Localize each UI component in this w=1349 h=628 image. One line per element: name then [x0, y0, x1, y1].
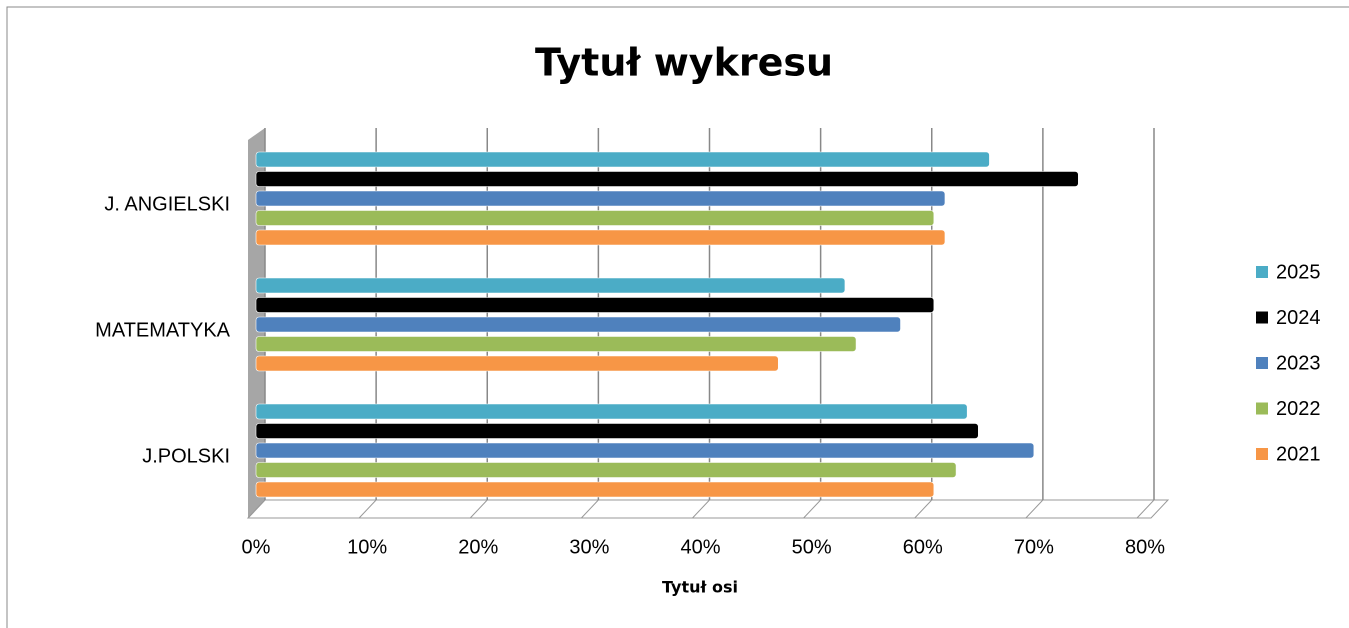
bar	[255, 462, 957, 478]
x-tick-label: 40%	[680, 536, 720, 558]
x-tick-label: 70%	[1014, 536, 1054, 558]
bar	[255, 403, 968, 420]
bar	[255, 151, 990, 168]
tick-mark	[1025, 499, 1044, 519]
y-tick-label: J. ANGIELSKI	[104, 193, 230, 215]
bar	[255, 190, 946, 207]
y-tick-label: MATEMATYKA	[95, 319, 230, 341]
x-tick-label: 80%	[1125, 536, 1165, 558]
legend-swatch	[1256, 402, 1268, 415]
legend-label: 2024	[1276, 307, 1321, 329]
tick-mark	[803, 499, 821, 519]
bar	[255, 229, 946, 246]
bar	[255, 171, 1079, 187]
bar	[255, 355, 779, 372]
legend-swatch	[1256, 448, 1268, 460]
legend-label: 2022	[1276, 398, 1321, 420]
x-tick-label: 50%	[792, 536, 832, 558]
bar	[255, 423, 979, 439]
floor	[246, 499, 1170, 519]
legend-label: 2021	[1276, 443, 1321, 465]
x-tick-label: 30%	[569, 536, 609, 558]
legend-label: 2025	[1276, 261, 1321, 283]
y-tick-label: J.POLSKI	[142, 445, 230, 467]
tick-mark	[469, 499, 488, 519]
bar	[255, 297, 935, 313]
bar	[255, 277, 846, 294]
tick-mark	[692, 499, 710, 519]
x-tick-label: 60%	[903, 536, 943, 558]
legend-swatch	[1256, 311, 1268, 324]
bar	[255, 210, 935, 226]
tick-mark	[358, 499, 377, 519]
bar	[255, 336, 857, 352]
x-tick-label: 10%	[347, 536, 387, 558]
x-tick-label: 0%	[242, 536, 271, 558]
legend-label: 2023	[1276, 352, 1321, 374]
legend-swatch	[1256, 357, 1268, 369]
chart-title: Tytuł wykresu	[535, 41, 833, 85]
legend-swatch	[1256, 266, 1268, 278]
bar	[255, 442, 1035, 459]
bar	[255, 481, 935, 498]
bar	[255, 316, 901, 333]
tick-mark	[914, 499, 933, 519]
tick-mark	[247, 499, 266, 519]
tick-mark	[1136, 499, 1155, 519]
tick-mark	[581, 499, 599, 519]
x-tick-label: 20%	[458, 536, 498, 558]
x-axis-title: Tytuł osi	[662, 578, 738, 597]
